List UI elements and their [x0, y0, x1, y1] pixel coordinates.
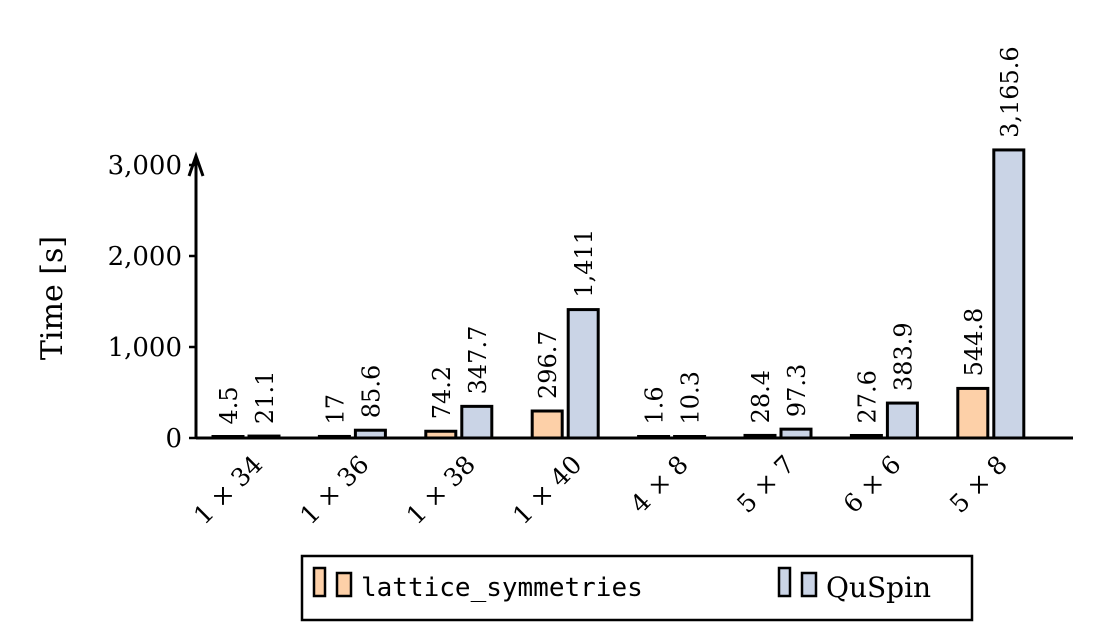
y-axis-label: Time [s]: [35, 236, 70, 360]
x-tick-label: 1 × 38: [401, 450, 481, 530]
bar-quspin-4: [566, 308, 600, 440]
legend-frame: [300, 554, 974, 622]
bar-quspin-7: [885, 401, 919, 440]
x-tick-label: 1 × 36: [294, 450, 374, 530]
value-label-lattice-symmetries-7: 27.6: [853, 370, 881, 423]
bar-lattice-symmetries-4: [530, 409, 564, 440]
value-label-quspin-8: 3,165.6: [996, 46, 1024, 138]
value-label-quspin-1: 21.1: [251, 371, 279, 424]
y-tick-label: 1,000: [108, 333, 182, 363]
value-label-lattice-symmetries-8: 544.8: [960, 308, 988, 377]
legend-label-quspin: QuSpin: [826, 571, 931, 604]
y-axis-arrow-icon: [187, 151, 205, 177]
x-tick-label: 1 × 34: [188, 450, 268, 530]
x-tick-label: 5 × 8: [944, 450, 1013, 519]
y-tick-layer: 0 1,000 2,000 3,000: [108, 151, 196, 454]
value-labels-layer: 4.5 21.1 17 85.6 74.2 347.7 296.7 1,411 1.6 10.3 2…: [215, 46, 1024, 424]
value-label-lattice-symmetries-3: 74.2: [428, 366, 456, 419]
bar-quspin-8: [992, 148, 1026, 440]
bar-quspin-3: [460, 404, 494, 440]
value-label-lattice-symmetries-5: 1.6: [641, 386, 669, 424]
value-label-quspin-7: 383.9: [889, 322, 917, 391]
x-tick-label: 6 × 6: [838, 450, 907, 519]
legend-swatch-quspin-b: [800, 571, 818, 598]
value-label-lattice-symmetries-6: 28.4: [747, 370, 775, 423]
legend-swatch-lattice-symmetries-b: [335, 571, 353, 598]
value-label-quspin-6: 97.3: [783, 364, 811, 417]
x-tick-label: 1 × 40: [507, 450, 587, 530]
legend: lattice_symmetries QuSpin: [300, 554, 974, 622]
value-label-quspin-4: 1,411: [570, 229, 598, 298]
value-label-lattice-symmetries-1: 4.5: [215, 386, 243, 424]
legend-swatch-lattice-symmetries-a: [312, 566, 327, 598]
value-label-quspin-2: 85.6: [357, 365, 385, 418]
legend-swatch-quspin-a: [777, 566, 792, 598]
x-tick-layer: 1 × 34 1 × 36 1 × 38 1 × 40 4 × 8 5 × 7 6 × 6 5…: [188, 450, 1013, 530]
y-tick-label: 3,000: [108, 151, 182, 181]
y-tick-label: 2,000: [108, 242, 182, 272]
value-label-lattice-symmetries-4: 296.7: [534, 330, 562, 399]
value-label-lattice-symmetries-2: 17: [321, 394, 349, 425]
axes-layer: [187, 151, 1073, 440]
x-tick-label: 5 × 7: [731, 450, 800, 519]
value-label-quspin-5: 10.3: [677, 371, 705, 424]
bar-lattice-symmetries-8: [956, 386, 990, 440]
x-tick-label: 4 × 8: [625, 450, 694, 519]
y-tick-label: 0: [165, 424, 182, 454]
value-label-quspin-3: 347.7: [464, 326, 492, 395]
legend-label-lattice-symmetries: lattice_symmetries: [361, 573, 643, 603]
